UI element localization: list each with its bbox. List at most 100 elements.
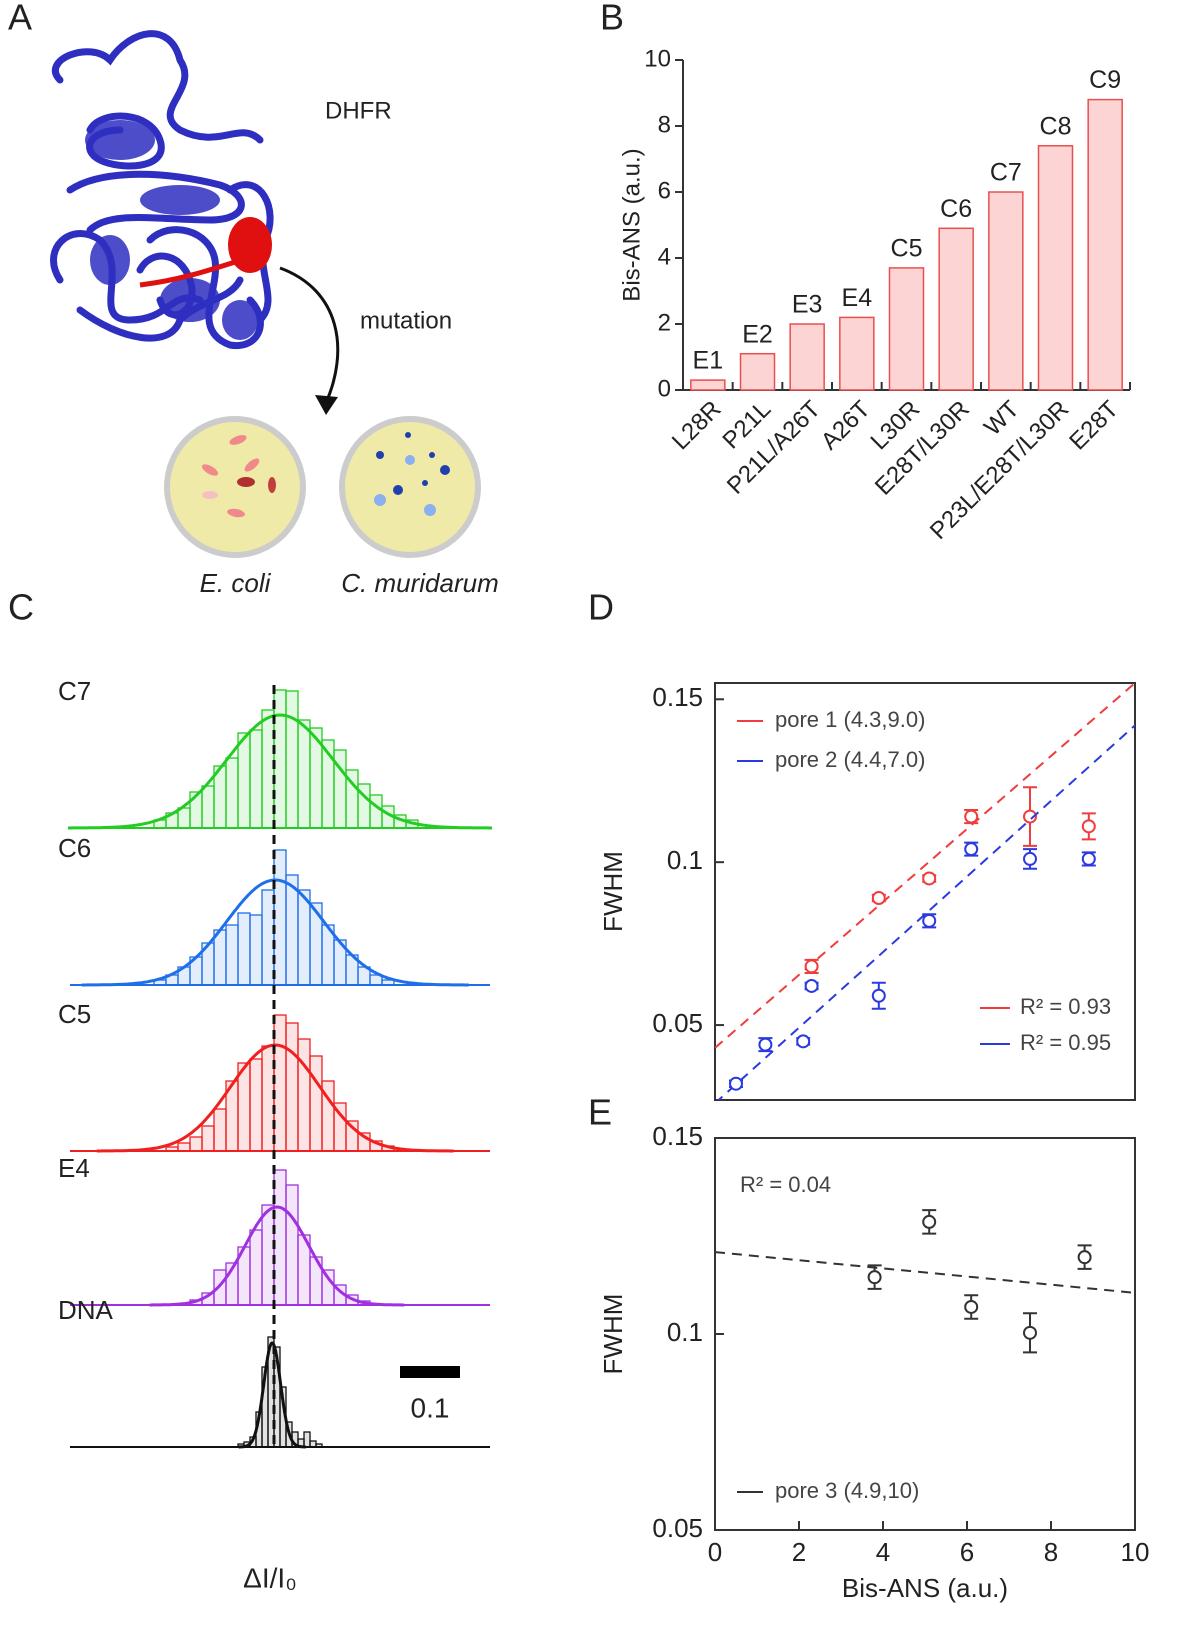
bar-label: E4: [842, 284, 873, 312]
histogram-bar: [285, 1184, 299, 1306]
fit-line: [715, 1251, 1135, 1294]
histogram-bar: [201, 785, 215, 829]
data-point: [729, 1076, 743, 1091]
x-tick-label: 8: [1044, 1537, 1058, 1567]
data-point: [922, 913, 937, 928]
bar: [988, 191, 1024, 391]
histogram-bar: [249, 1229, 263, 1306]
legend-label: pore 1 (4.3,9.0): [775, 707, 925, 732]
histogram-bar: [249, 914, 263, 986]
protein-fill: [85, 120, 258, 340]
bar: [888, 267, 925, 391]
scale-bar-label: 0.1: [411, 1392, 450, 1423]
histogram-bar: [177, 1142, 191, 1152]
bar-label: C7: [990, 159, 1022, 187]
y-tick-label: 0.1: [667, 845, 703, 875]
y-tick-label: 8: [658, 111, 671, 138]
bar: [789, 323, 825, 391]
data-point: [964, 809, 979, 824]
histogram-bar: [237, 912, 251, 986]
bar-label: C9: [1089, 66, 1121, 94]
histogram-bar: [273, 849, 287, 986]
histogram-bar: [213, 929, 227, 986]
fit-curve: [68, 713, 492, 830]
histogram-bar: [213, 1108, 227, 1152]
fit-line: [715, 683, 1135, 1049]
histogram-bar: [297, 1038, 311, 1152]
annotation: R² = 0.93: [1020, 994, 1111, 1019]
histogram-bar: [261, 1045, 275, 1152]
x-tick-label: 4: [876, 1537, 890, 1567]
panel-label: B: [600, 0, 624, 38]
x-tick-label: L28R: [667, 396, 727, 456]
y-tick-label: 4: [658, 243, 671, 270]
histogram-bar: [285, 1022, 299, 1152]
annotation: R² = 0.95: [1020, 1030, 1111, 1055]
y-axis-label: FWHM: [598, 851, 628, 932]
bar: [839, 316, 875, 391]
x-axis-label: ΔI/I₀: [243, 1562, 297, 1593]
bar-label: C5: [891, 235, 923, 263]
data-point: [867, 1270, 882, 1285]
histogram-bar: [273, 1014, 287, 1152]
data-point: [871, 891, 886, 906]
y-tick-label: 2: [658, 309, 671, 336]
bar: [739, 352, 776, 391]
data-point: [1023, 1325, 1037, 1340]
y-axis-label: FWHM: [598, 1294, 628, 1375]
fit-line: [717, 724, 1135, 1100]
scale-bar: [400, 1366, 460, 1378]
legend-label: pore 2 (4.4,7.0): [775, 747, 925, 772]
histogram-bar: [201, 1125, 215, 1152]
series-label: C6: [58, 833, 91, 863]
petri-dish: [164, 416, 306, 558]
x-tick-label: 2: [792, 1537, 806, 1567]
bar-label: C6: [940, 195, 972, 223]
histogram-bar: [297, 889, 311, 986]
data-point: [804, 959, 819, 974]
bar-label: E3: [792, 291, 823, 319]
petri-dish: [339, 416, 481, 558]
arrow-label: mutation: [360, 307, 452, 334]
y-tick-label: 0.05: [652, 1008, 703, 1038]
histogram-bar: [273, 1169, 287, 1306]
series-label: C7: [58, 676, 91, 706]
bar-label: E1: [693, 347, 724, 375]
bar: [1087, 98, 1123, 391]
data-point: [1023, 851, 1037, 866]
y-tick-label: 6: [658, 177, 671, 204]
data-point: [1081, 819, 1096, 834]
y-tick-label: 10: [644, 45, 671, 72]
histogram-bar: [261, 889, 275, 986]
series-label: DNA: [58, 1295, 114, 1325]
x-tick-label: 0: [708, 1537, 722, 1567]
histogram-bar: [261, 709, 275, 829]
histogram-bar: [225, 757, 239, 829]
bar: [938, 227, 974, 391]
data-point: [871, 988, 886, 1003]
organism-label: E. coli: [200, 568, 272, 598]
data-point: [922, 871, 937, 886]
arrow: [279, 266, 340, 406]
mutation-helix: [139, 217, 272, 288]
protein-name: DHFR: [325, 97, 392, 124]
y-tick-label: 0.15: [652, 1121, 703, 1151]
y-tick-label: 0.1: [667, 1317, 703, 1347]
histogram-bar: [249, 1058, 263, 1152]
histogram-bar: [261, 1204, 275, 1306]
panel-label: C: [8, 587, 34, 628]
histogram-bar: [285, 874, 299, 986]
fit-curve: [238, 1341, 306, 1449]
panel-label: D: [588, 587, 614, 628]
data-point: [1023, 809, 1037, 824]
data-point: [964, 1299, 979, 1314]
histogram-bar: [381, 979, 395, 986]
series-label: C5: [58, 999, 91, 1029]
data-point: [964, 842, 979, 857]
data-point: [804, 978, 819, 993]
bar: [1037, 145, 1074, 391]
x-tick-label: A26T: [816, 395, 876, 455]
histogram-bar: [297, 719, 311, 829]
panel-label: E: [588, 1092, 612, 1133]
histogram-bar: [165, 1146, 179, 1152]
